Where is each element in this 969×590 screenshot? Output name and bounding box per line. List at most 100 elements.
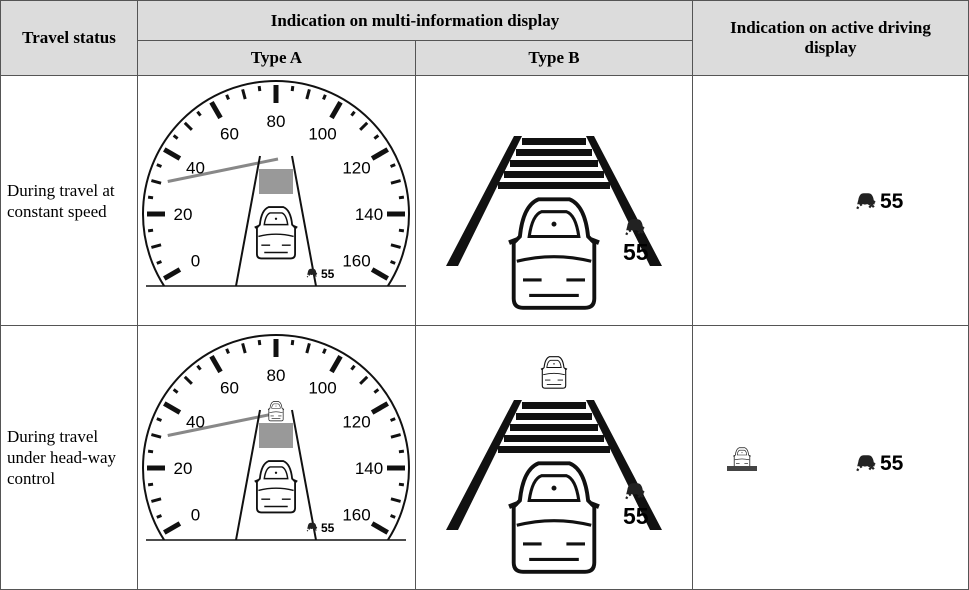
- road-illustration: 55: [446, 355, 662, 588]
- gauge-label: 40: [186, 159, 205, 178]
- gauge-illustration: 0 20 40 60 80 100 120 140 160 55: [142, 334, 410, 541]
- gauge-label: 100: [308, 378, 336, 397]
- car: [540, 355, 568, 390]
- tick: [389, 260, 396, 265]
- tick: [389, 417, 396, 422]
- tick: [329, 355, 343, 374]
- set-speed: 55: [880, 190, 904, 213]
- gauge-label: 40: [186, 413, 205, 432]
- tick: [209, 355, 223, 374]
- tick: [183, 121, 193, 131]
- tick: [322, 348, 327, 355]
- speed-icon: [856, 454, 876, 472]
- active-display: 55: [856, 190, 904, 213]
- tick: [163, 267, 182, 281]
- gauge-label: 140: [355, 459, 383, 478]
- tick: [209, 101, 223, 120]
- header-cell: Type A: [137, 40, 416, 76]
- tick: [183, 375, 193, 385]
- gauge-label: 20: [174, 205, 193, 224]
- tick: [373, 388, 380, 394]
- gauge-illustration: 0 20 40 60 80 100 120 140 160 55: [142, 80, 410, 287]
- tick: [370, 521, 389, 535]
- tick: [389, 163, 396, 168]
- set-speed: 55: [623, 239, 649, 265]
- tick: [151, 433, 162, 439]
- tick: [390, 497, 401, 503]
- tick: [147, 449, 154, 454]
- distance-bar: [498, 182, 610, 189]
- speed-icon: [856, 192, 876, 210]
- tick: [151, 497, 162, 503]
- set-speed: 55: [880, 452, 904, 475]
- header-text: Type B: [528, 48, 580, 67]
- gauge-label: 0: [191, 506, 200, 525]
- car: [254, 205, 298, 260]
- distance-bar: [510, 424, 598, 431]
- gauge-label: 60: [220, 124, 239, 143]
- header-cell: Travel status: [0, 0, 138, 76]
- car: [254, 459, 298, 514]
- car: [509, 463, 599, 572]
- road-edge: [446, 136, 662, 266]
- row-label: During travel under head-way control: [7, 427, 117, 488]
- car: [267, 401, 285, 422]
- tick: [163, 147, 182, 161]
- distance-bar: [504, 171, 604, 178]
- distance-bar: [516, 149, 592, 156]
- gauge-label: 120: [342, 159, 370, 178]
- distance-bar: [522, 138, 586, 145]
- distance-bar: [504, 435, 604, 442]
- car: [509, 199, 599, 307]
- gauge-label: 80: [267, 112, 286, 131]
- lane: [235, 409, 317, 540]
- tick: [241, 343, 247, 354]
- row-label-cell: During travel under head-way control: [0, 325, 138, 590]
- tick: [329, 101, 343, 120]
- set-speed: 55: [623, 503, 649, 529]
- tick: [196, 364, 202, 371]
- tick: [163, 521, 182, 535]
- gauge-label: 140: [355, 205, 383, 224]
- set-speed: 55: [321, 521, 335, 535]
- tick: [241, 89, 247, 100]
- header-cell: Type B: [415, 40, 693, 76]
- tick: [257, 85, 262, 92]
- header-text: Indication on multi-information display: [270, 10, 560, 30]
- set-speed: 55: [321, 267, 335, 281]
- lead-bar: [727, 466, 757, 471]
- road-illustration: 55: [446, 136, 662, 324]
- tick: [370, 401, 389, 415]
- tick: [305, 89, 311, 100]
- tick: [257, 339, 262, 346]
- header-text: Indication on active driving display: [730, 18, 931, 57]
- lane: [235, 155, 317, 286]
- tick: [398, 195, 405, 200]
- distance-bar: [510, 160, 598, 167]
- road-edge: [446, 400, 662, 530]
- gauge-label: 80: [267, 366, 286, 385]
- tick: [390, 433, 401, 439]
- gauge: [142, 334, 410, 540]
- tick: [196, 110, 202, 117]
- tick: [373, 134, 380, 140]
- active-display: 55: [727, 447, 904, 475]
- tick: [370, 147, 389, 161]
- tick: [370, 267, 389, 281]
- lead-car-icon: [732, 447, 752, 470]
- gauge-label: 160: [342, 252, 370, 271]
- tick: [389, 514, 396, 519]
- tick: [322, 94, 327, 101]
- tick: [359, 121, 369, 131]
- header-cell: Indication on multi-information display: [137, 0, 693, 41]
- header-cell: Indication on active driving display: [692, 0, 969, 76]
- tick: [398, 449, 405, 454]
- row-label-cell: During travel at constant speed: [0, 75, 138, 326]
- tick: [147, 195, 154, 200]
- header-text: Type A: [250, 48, 303, 67]
- gauge-label: 120: [342, 413, 370, 432]
- gauge: [142, 80, 410, 286]
- tick: [390, 179, 401, 185]
- tick: [156, 417, 163, 422]
